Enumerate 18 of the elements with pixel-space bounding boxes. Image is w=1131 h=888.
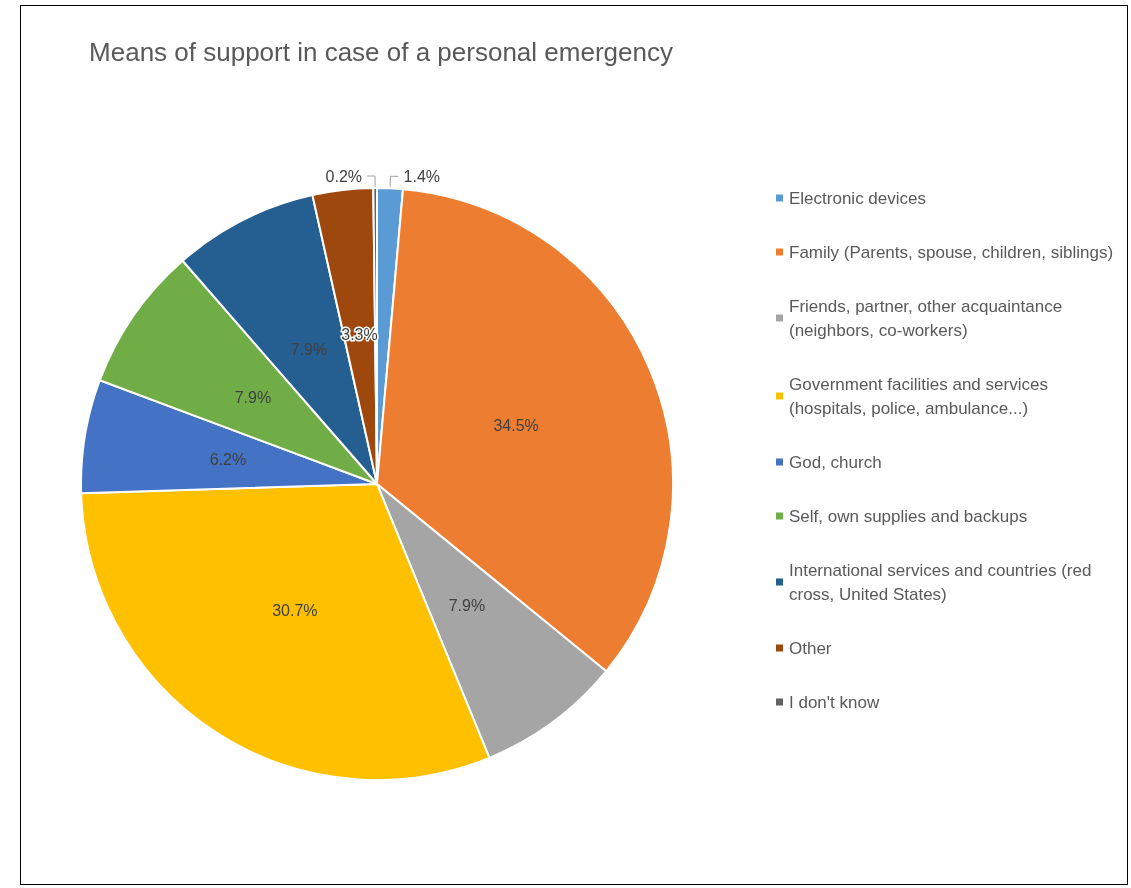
data-label: 30.7% (272, 602, 318, 620)
legend-label: Family (Parents, spouse, children, siblings) (789, 242, 1114, 262)
data-label: 7.9% (290, 340, 328, 358)
legend-label: International services and countries (red cross, United States) (789, 560, 1097, 604)
data-label: 34.5% (493, 416, 539, 434)
legend-label: Other (789, 638, 832, 658)
data-label: 6.2% (209, 450, 247, 468)
legend-label: Self, own supplies and backups (789, 506, 1028, 526)
legend-label: Government facilities and services (hospitals, police, ambulance...) (789, 374, 1053, 418)
chart-title: Means of support in case of a personal emergency (89, 37, 673, 67)
legend-label: I don't know (789, 692, 880, 712)
data-label: 0.2% (325, 167, 363, 185)
legend-label: Friends, partner, other acquaintance (neighbors, co-workers) (789, 296, 1067, 340)
data-label: 7.9% (234, 389, 272, 407)
data-label: 7.9% (448, 596, 486, 614)
legend-label: God, church (789, 452, 882, 472)
data-label: 1.4% (403, 167, 441, 185)
legend-label: Electronic devices (789, 188, 927, 208)
